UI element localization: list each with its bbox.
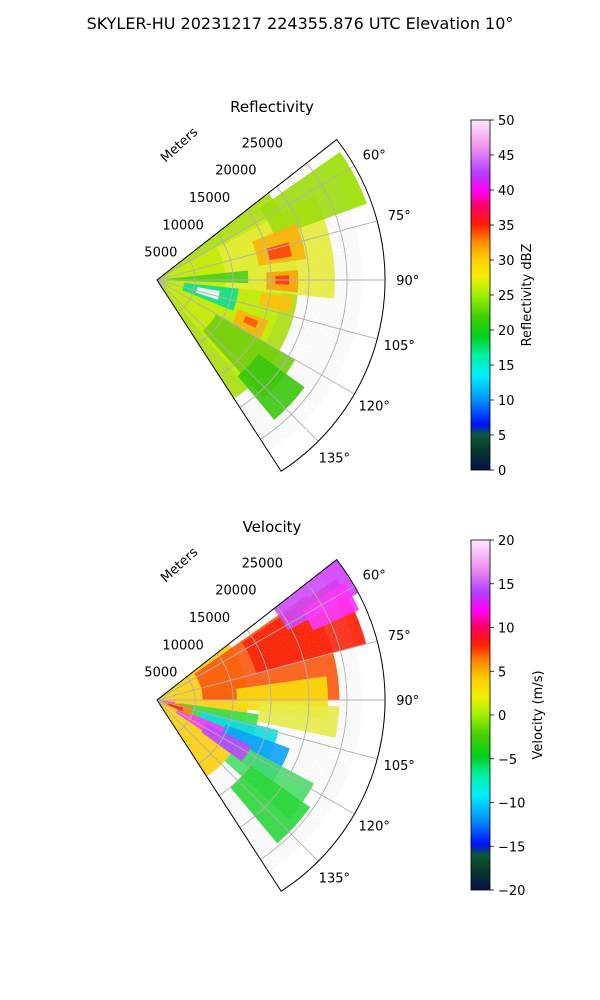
radial-tick-label: 20000 <box>215 584 256 599</box>
colorbar-tick-label: 0 <box>498 464 506 479</box>
radial-tick-label: 15000 <box>189 611 230 626</box>
colorbar-tick-label: 30 <box>498 254 515 269</box>
range-ring <box>239 606 310 828</box>
azimuth-tick-label: 120° <box>359 819 390 834</box>
radial-tick-label: 10000 <box>162 218 203 233</box>
reflectivity-colorbar-ticks: 0 5 10 15 20 25 30 35 40 45 50 <box>490 114 515 479</box>
azimuth-tick-label: 75° <box>388 209 411 224</box>
velocity-radial-label: Meters <box>158 545 201 586</box>
azimuth-tick-label: 135° <box>319 871 350 886</box>
azimuth-tick-label: 135° <box>319 451 350 466</box>
azimuth-tick-label: 120° <box>359 399 390 414</box>
reflectivity-ticks: 5000 10000 15000 20000 25000 60° 75° 90° 105° 120… <box>144 136 419 466</box>
velocity-title: Velocity <box>243 518 302 536</box>
range-ring <box>177 256 196 313</box>
colorbar-tick-label: 35 <box>498 219 515 234</box>
azimuth-spoke <box>156 699 378 760</box>
velocity-ticks: 5000 10000 15000 20000 25000 60° 75° 90° 105° 120… <box>144 556 419 886</box>
sector-frame <box>156 558 386 892</box>
colorbar-tick-label: 20 <box>498 324 515 339</box>
azimuth-spoke <box>156 585 355 701</box>
velocity-colorbar: −20 −15 −10 −5 0 5 10 15 20 Velocity (m/s) <box>470 534 546 899</box>
radial-tick-label: 20000 <box>215 164 256 179</box>
colorbar-tick-label: −5 <box>498 753 517 768</box>
radial-tick-label: 5000 <box>144 246 177 261</box>
range-ring <box>260 582 348 860</box>
azimuth-spoke <box>156 640 378 701</box>
colorbar-tick-label: 40 <box>498 184 515 199</box>
colorbar-tick-label: 20 <box>498 534 515 549</box>
colorbar-tick-label: 0 <box>498 709 506 724</box>
reflectivity-colorbar-label: Reflectivity dBZ <box>520 244 535 347</box>
reflectivity-radial-label: Meters <box>158 125 201 166</box>
azimuth-spoke <box>156 220 378 281</box>
azimuth-tick-label: 60° <box>363 569 386 584</box>
radial-tick-label: 25000 <box>242 556 283 571</box>
velocity-field <box>157 559 367 873</box>
reflectivity-colorbar: 0 5 10 15 20 25 30 35 40 45 50 Reflectivity dBZ <box>470 114 535 479</box>
azimuth-spoke <box>156 165 355 281</box>
radial-tick-label: 5000 <box>144 666 177 681</box>
azimuth-tick-label: 60° <box>363 149 386 164</box>
range-ring <box>239 186 310 408</box>
colorbar-tick-label: 10 <box>498 394 515 409</box>
field-texture <box>157 153 363 453</box>
colorbar-tick-label: 10 <box>498 622 515 637</box>
range-ring <box>260 162 348 440</box>
colorbar-tick-label: 25 <box>498 289 515 304</box>
colorbar-tick-label: 15 <box>498 578 515 593</box>
velocity-colorbar-ticks: −20 −15 −10 −5 0 5 10 15 20 <box>490 534 525 899</box>
colorbar-tick-label: −20 <box>498 884 525 899</box>
colorbar-tick-label: 5 <box>498 665 506 680</box>
azimuth-tick-label: 90° <box>396 274 419 289</box>
azimuth-tick-label: 105° <box>384 339 415 354</box>
sector-frame <box>156 138 386 472</box>
radial-tick-label: 15000 <box>189 191 230 206</box>
colorbar-tick-label: −10 <box>498 797 525 812</box>
colorbar-tick-label: −15 <box>498 840 525 855</box>
azimuth-tick-label: 75° <box>388 629 411 644</box>
reflectivity-title: Reflectivity <box>230 98 314 116</box>
azimuth-spoke <box>156 279 319 442</box>
colorbar-tick-label: 50 <box>498 114 515 129</box>
azimuth-spoke <box>156 279 355 395</box>
range-ring <box>218 209 272 376</box>
azimuth-spoke <box>156 279 378 340</box>
reflectivity-grid <box>156 138 386 472</box>
azimuth-tick-label: 105° <box>384 759 415 774</box>
colorbar-tick-label: 15 <box>498 359 515 374</box>
azimuth-spoke <box>156 699 355 815</box>
reflectivity-field <box>157 151 367 453</box>
reflectivity-panel: Reflectivity 5000 10000 15000 20000 25000 60°… <box>144 98 535 479</box>
radial-tick-label: 10000 <box>162 638 203 653</box>
velocity-grid <box>156 558 386 892</box>
velocity-colorbar-label: Velocity (m/s) <box>531 670 546 759</box>
range-ring <box>218 629 272 796</box>
figure-suptitle: SKYLER-HU 20231217 224355.876 UTC Elevat… <box>86 14 514 33</box>
radial-tick-label: 25000 <box>242 136 283 151</box>
field-texture <box>157 573 363 873</box>
colorbar-tick-label: 5 <box>498 429 506 444</box>
azimuth-tick-label: 90° <box>396 694 419 709</box>
velocity-colorbar-bar <box>470 539 491 891</box>
colorbar-tick-label: 45 <box>498 149 515 164</box>
azimuth-spoke <box>156 699 319 862</box>
range-ring <box>177 676 196 733</box>
velocity-panel: Velocity 5000 10000 15000 20000 25000 60° 75° 9… <box>144 518 546 899</box>
reflectivity-colorbar-bar <box>470 119 491 471</box>
